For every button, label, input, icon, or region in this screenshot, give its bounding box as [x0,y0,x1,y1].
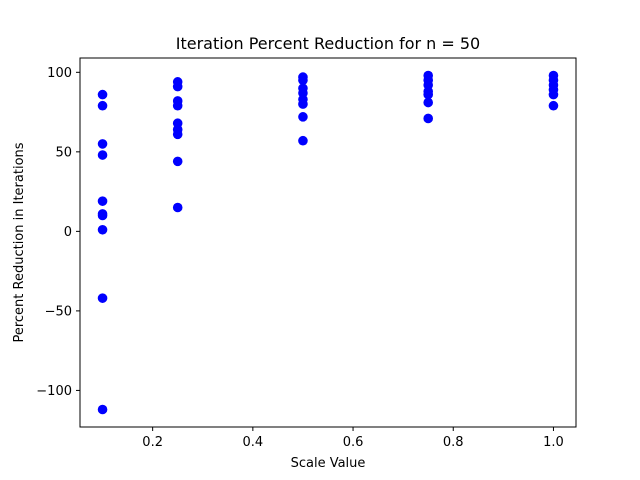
data-point [548,89,559,100]
data-point [172,81,183,92]
y-tick-label: −50 [45,304,72,319]
x-tick-label: 1.0 [543,435,564,450]
chart-title: Iteration Percent Reduction for n = 50 [176,34,480,53]
y-tick-label: 50 [55,145,72,160]
data-point [423,97,434,108]
points-layer [97,70,559,415]
data-point [97,210,108,221]
data-point [172,202,183,213]
x-tick-label: 0.2 [142,435,163,450]
x-tick-label: 0.8 [443,435,464,450]
data-point [97,224,108,235]
data-point [298,135,308,146]
x-tick-label: 0.6 [343,435,364,450]
data-point [298,112,308,122]
data-point [172,156,183,167]
y-tick-label: 0 [64,225,72,240]
y-axis-label: Percent Reduction in Iterations [12,142,27,342]
data-point [97,404,108,415]
plot-frame [79,57,577,428]
data-point [172,100,183,111]
data-point [172,129,183,140]
data-point [423,89,434,100]
data-point [97,196,108,206]
y-tick-label: −100 [36,384,72,399]
data-point [97,100,108,111]
data-point [97,150,108,160]
data-point [548,100,559,111]
x-axis-label: Scale Value [291,456,366,471]
data-point [298,75,308,86]
data-point [97,293,108,303]
x-tick-label: 0.4 [243,435,264,450]
data-point [423,113,434,124]
data-point [298,99,308,109]
y-tick-label: 100 [47,66,72,81]
data-point [97,89,108,100]
data-point [97,139,108,149]
axes-layer: 0.2 0.4 0.6 0.8 1.0 −100 −50 0 50 100 [36,66,564,450]
